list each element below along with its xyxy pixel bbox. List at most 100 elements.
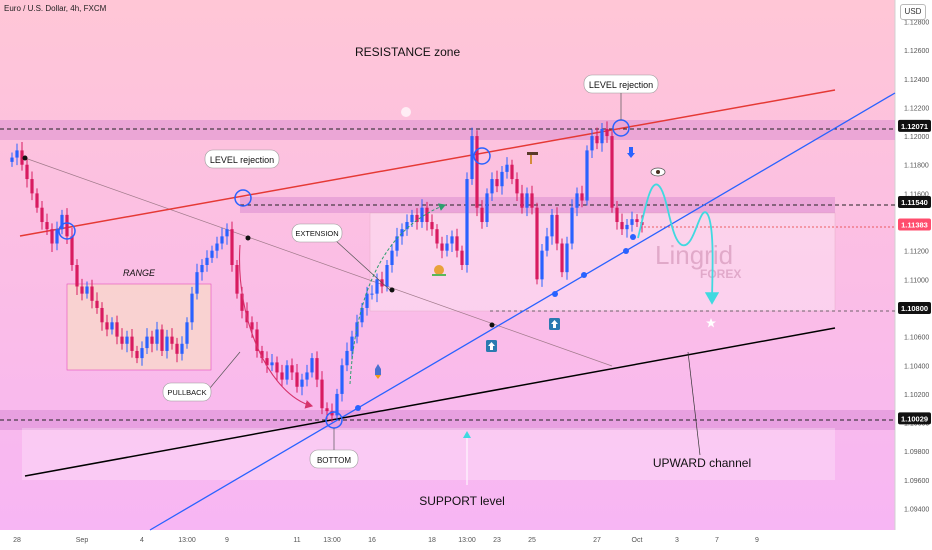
- candle: [255, 321, 259, 358]
- price-label-badge: [898, 301, 931, 314]
- extension-pointer: [334, 239, 391, 291]
- candle-body: [345, 350, 349, 366]
- candle-body: [605, 128, 609, 137]
- candle-body: [610, 136, 614, 208]
- candle-body: [475, 136, 479, 208]
- time-tick-label: 13:00: [458, 537, 476, 544]
- candle-body: [25, 164, 29, 180]
- price-axis-background: [895, 0, 932, 550]
- candle: [470, 127, 474, 185]
- touch-circle-left: [58, 222, 76, 240]
- candle: [35, 188, 39, 213]
- candle-body: [580, 193, 584, 201]
- candle: [290, 358, 294, 381]
- candle: [480, 200, 484, 229]
- candle-body: [255, 329, 259, 351]
- time-tick-label: 25: [528, 537, 536, 544]
- candle: [465, 172, 469, 273]
- candle: [75, 259, 79, 295]
- price-tick-label: 1.11000: [904, 277, 929, 284]
- candle-body: [635, 219, 639, 223]
- candle: [260, 345, 264, 364]
- candle-body: [40, 207, 44, 223]
- candle: [455, 228, 459, 258]
- dot-2: [245, 235, 251, 241]
- candle: [70, 227, 74, 271]
- extension-curve-arrow: [349, 203, 446, 385]
- resistance-trend-line: [19, 89, 836, 237]
- price-label-text: 1.10800: [901, 304, 928, 313]
- candle-body: [480, 207, 484, 223]
- candle: [295, 363, 299, 393]
- candle: [620, 213, 624, 236]
- time-tick-label: 13:00: [178, 537, 196, 544]
- candle-body: [200, 265, 204, 273]
- candle: [350, 330, 354, 360]
- candle: [110, 317, 114, 335]
- candle: [45, 213, 49, 236]
- candle: [580, 185, 584, 208]
- candle-body: [120, 336, 124, 344]
- candle-body: [115, 322, 119, 337]
- price-label-badge: [898, 119, 931, 132]
- price-axis[interactable]: 1.12800 1.12600 1.12400 1.12200 1.12000 1.118…: [898, 19, 931, 514]
- upward-channel-pointer: [687, 351, 701, 456]
- candle-body: [525, 193, 529, 208]
- candle: [170, 328, 174, 350]
- candle: [450, 230, 454, 252]
- candle-body: [575, 193, 579, 208]
- candle: [385, 259, 389, 292]
- candle: [575, 187, 579, 217]
- candle: [600, 123, 604, 152]
- candle: [60, 209, 64, 235]
- candle: [535, 202, 539, 285]
- currency-button[interactable]: USD: [900, 4, 926, 20]
- dot-4: [489, 322, 495, 328]
- candle: [105, 314, 109, 337]
- price-tick-label: 1.11200: [904, 249, 929, 256]
- range-box: [66, 283, 212, 371]
- hammer-icon: [527, 152, 538, 164]
- time-tick-label: Oct: [632, 537, 643, 544]
- candle-body: [590, 136, 594, 151]
- rocket-icon: [375, 364, 381, 379]
- candle-body: [615, 207, 619, 223]
- time-axis[interactable]: 28 Sep 4 13:00 9 11 13:00 16 18 13:00 23 25 27 Oct 3 7 9: [13, 537, 759, 544]
- blue-dot-2: [552, 291, 558, 297]
- bottom-label: BOTTOM: [317, 456, 351, 465]
- candle-body: [395, 236, 399, 251]
- candle: [270, 353, 274, 372]
- candle: [195, 263, 199, 300]
- candle-body: [515, 179, 519, 194]
- candle-body: [10, 157, 14, 162]
- time-tick-label: 23: [493, 537, 501, 544]
- candle: [120, 328, 124, 350]
- candle-body: [175, 343, 179, 354]
- dot-3: [389, 287, 395, 293]
- candle: [220, 227, 224, 250]
- watermark-main: Lingrid: [655, 240, 733, 270]
- candle: [185, 317, 189, 349]
- candle: [310, 353, 314, 378]
- candle-body: [465, 179, 469, 265]
- candle: [555, 207, 559, 251]
- time-tick-label: 28: [13, 537, 21, 544]
- candle-body: [235, 265, 239, 294]
- candle: [300, 373, 304, 396]
- candle-body: [430, 222, 434, 230]
- candle: [320, 371, 324, 415]
- pullback-pointer: [209, 351, 241, 389]
- candle: [540, 243, 544, 287]
- candle: [210, 245, 214, 263]
- candle-body: [550, 214, 554, 237]
- candle-body: [220, 236, 224, 244]
- candle: [510, 159, 514, 185]
- candle-body: [190, 293, 194, 323]
- candle: [395, 227, 399, 257]
- candle-body: [560, 243, 564, 273]
- candle: [180, 336, 184, 361]
- candle: [485, 188, 489, 228]
- time-tick-label: 7: [715, 537, 719, 544]
